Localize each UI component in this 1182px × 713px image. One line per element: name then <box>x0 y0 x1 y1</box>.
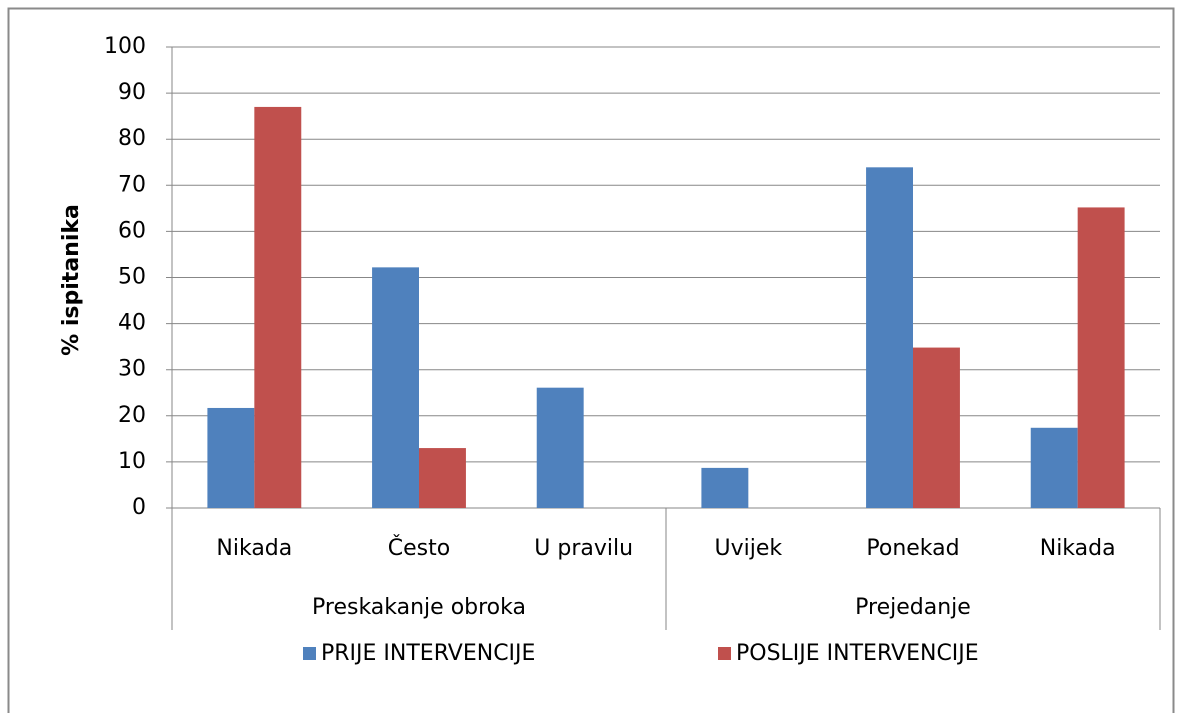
bar <box>372 267 419 508</box>
x-tick-label: Nikada <box>1040 536 1116 561</box>
y-tick-label: 80 <box>118 126 146 151</box>
x-tick-label: U pravilu <box>534 536 633 561</box>
y-tick-label: 60 <box>118 218 146 243</box>
x-tick-label: Često <box>388 535 450 561</box>
y-tick-label: 20 <box>118 403 146 428</box>
x-tick-label: Nikada <box>216 536 292 561</box>
y-tick-label: 40 <box>118 311 146 336</box>
bar <box>1030 427 1078 508</box>
y-tick-label: 0 <box>132 495 146 520</box>
legend-swatch <box>303 647 316 660</box>
legend-swatch <box>718 647 731 660</box>
y-tick-label: 90 <box>118 80 146 105</box>
group-label: Preskakanje obroka <box>312 595 526 620</box>
x-tick-label: Ponekad <box>866 536 959 561</box>
bar <box>536 387 584 508</box>
y-tick-label: 50 <box>118 265 146 290</box>
legend-label: POSLIJE INTERVENCIJE <box>736 641 979 666</box>
y-tick-label: 70 <box>118 172 146 197</box>
bar <box>701 467 749 508</box>
x-tick-label: Uvijek <box>715 536 783 561</box>
y-tick-label: 30 <box>118 357 146 382</box>
y-tick-label: 10 <box>118 449 146 474</box>
bar <box>207 407 255 508</box>
y-axis-label: % ispitanika <box>59 204 84 356</box>
chart-frame <box>7 7 1175 713</box>
bar <box>254 106 302 509</box>
bar <box>866 167 913 509</box>
bar <box>1077 207 1125 509</box>
group-label: Prejedanje <box>855 595 971 620</box>
bar <box>419 448 466 508</box>
y-tick-label: 100 <box>104 34 146 59</box>
legend-label: PRIJE INTERVENCIJE <box>321 641 535 666</box>
bar <box>913 347 960 508</box>
